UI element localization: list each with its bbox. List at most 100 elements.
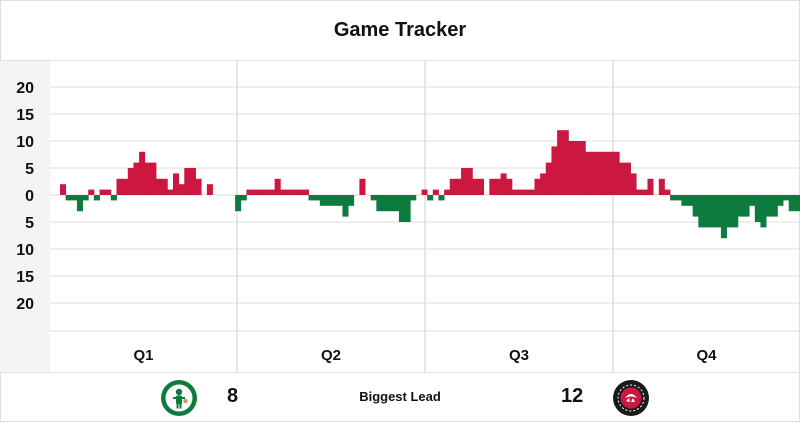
lead-bar	[76, 195, 83, 212]
lead-bar	[257, 189, 264, 195]
lead-bar	[777, 195, 784, 206]
lead-bar	[466, 168, 473, 195]
lead-bar	[189, 168, 196, 195]
lead-bar	[794, 195, 800, 212]
lead-bar	[540, 173, 547, 195]
lead-bar	[178, 184, 185, 195]
lead-bar	[596, 151, 603, 195]
y-tick-label: 20	[16, 296, 34, 313]
lead-bar	[743, 195, 750, 217]
y-tick-label: 10	[16, 134, 34, 151]
lead-bar	[574, 141, 581, 195]
lead-bar	[285, 189, 292, 195]
lead-bar	[449, 178, 456, 195]
lead-bar	[370, 195, 377, 201]
lead-bar	[590, 151, 598, 195]
lead-bar	[302, 189, 309, 195]
lead-bar	[93, 195, 100, 201]
lead-bar	[122, 178, 129, 195]
lead-bar	[393, 195, 400, 212]
celtics-logo-icon	[161, 380, 197, 416]
y-tick-label: 20	[16, 80, 34, 97]
lead-bar	[624, 162, 631, 195]
quarter-label: Q1	[133, 347, 153, 364]
lead-bar	[421, 189, 428, 195]
lead-bar	[319, 195, 326, 206]
lead-bar	[280, 189, 287, 195]
lead-bar	[444, 189, 451, 195]
lead-bar	[110, 195, 117, 201]
lead-bar	[325, 195, 332, 206]
lead-bar	[252, 189, 259, 195]
lead-bar	[523, 189, 530, 195]
lead-bar	[105, 189, 112, 195]
lead-bar	[788, 195, 795, 212]
lead-bar	[737, 195, 744, 217]
away-biggest-lead: 12	[561, 385, 584, 407]
lead-bar	[670, 195, 677, 201]
lead-bar	[771, 195, 778, 217]
lead-bar	[432, 189, 439, 195]
lead-bar	[314, 195, 321, 201]
lead-bar	[511, 189, 518, 195]
lead-bar	[172, 173, 180, 195]
quarter-label: Q4	[696, 347, 717, 364]
lead-bar	[195, 178, 202, 195]
lead-bar	[579, 141, 586, 195]
lead-bar	[156, 178, 163, 195]
lead-bar	[760, 195, 767, 228]
lead-bar	[687, 195, 694, 206]
lead-bar	[297, 189, 304, 195]
lead-bar	[206, 184, 213, 195]
game-tracker-chart: 20 15 10 5 0 5 10 15 20 Q1 Q2 Q3 Q4	[0, 61, 800, 372]
lead-bar	[348, 195, 355, 206]
lead-bar	[472, 178, 479, 195]
biggest-lead-footer: 8 Biggest Lead 12	[0, 372, 800, 423]
lead-bar	[410, 195, 417, 201]
lead-bar	[331, 195, 338, 206]
lead-bar	[754, 195, 761, 222]
lead-bar	[630, 173, 637, 195]
lead-bar	[783, 195, 790, 201]
lead-bar	[60, 184, 67, 195]
lead-bar	[398, 195, 405, 222]
lead-bar	[726, 195, 733, 228]
lead-bar	[404, 195, 411, 222]
lead-bar	[336, 195, 343, 206]
lead-bar	[144, 162, 151, 195]
header: Game Tracker	[0, 0, 800, 61]
lead-bar	[534, 178, 541, 195]
lead-bar	[664, 189, 671, 195]
quarter-label: Q2	[321, 347, 341, 364]
lead-bar	[658, 178, 665, 195]
y-tick-label: 15	[16, 269, 34, 286]
lead-bar	[636, 189, 643, 195]
lead-bar	[681, 195, 688, 206]
raptors-logo-icon	[613, 380, 649, 416]
lead-bar	[528, 189, 535, 195]
lead-bar	[613, 151, 620, 195]
page-title: Game Tracker	[333, 18, 467, 41]
quarter-label: Q3	[509, 347, 529, 364]
lead-bar	[517, 189, 524, 195]
lead-bar	[246, 189, 253, 195]
lead-bar	[585, 151, 592, 195]
lead-bar	[133, 162, 140, 195]
lead-bar	[65, 195, 72, 201]
lead-bar	[562, 130, 569, 195]
lead-bar	[720, 195, 727, 239]
lead-bar	[184, 168, 191, 195]
lead-bar	[766, 195, 773, 217]
lead-bar	[263, 189, 270, 195]
lead-bar	[240, 195, 247, 201]
lead-bar	[709, 195, 716, 228]
lead-bar	[274, 178, 281, 195]
lead-bar	[494, 178, 502, 195]
y-tick-label: 10	[16, 242, 34, 259]
lead-bar	[381, 195, 389, 212]
lead-bar	[161, 178, 168, 195]
lead-bar	[619, 162, 626, 195]
lead-bar	[139, 151, 146, 195]
y-tick-label: 0	[25, 188, 34, 205]
lead-bar	[461, 168, 468, 195]
